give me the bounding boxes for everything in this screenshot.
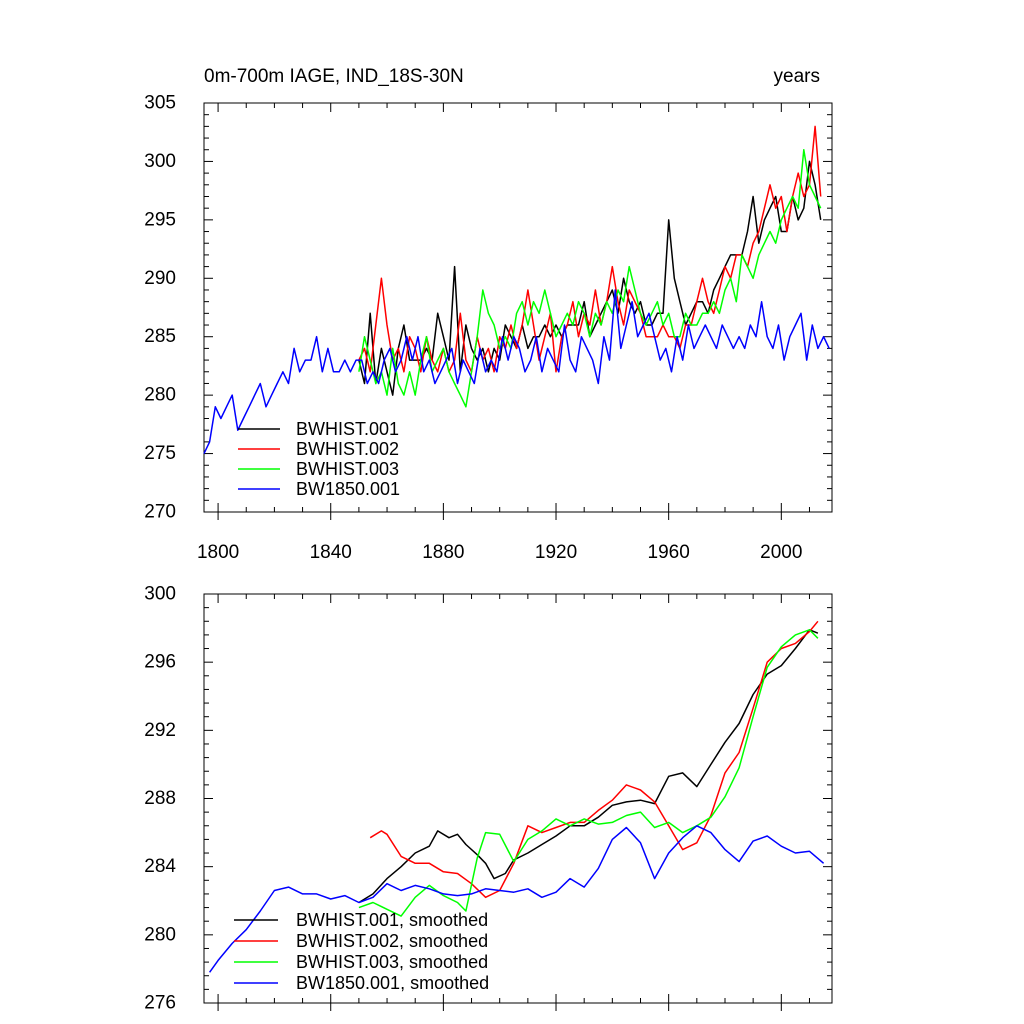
legend-label: BW1850.001 [296, 479, 400, 499]
y-tick-label: 296 [144, 652, 176, 673]
series-line-1 [358, 629, 819, 904]
y-tick-label: 284 [144, 856, 176, 877]
legend-label: BWHIST.001, smoothed [296, 910, 488, 930]
x-tick-label: 1920 [535, 542, 577, 563]
legend-label: BW1850.001, smoothed [296, 973, 489, 993]
y-tick-label: 305 [144, 93, 176, 114]
top-chart-panel: 0m-700m IAGE, IND_18S-30N years 1800 1840… [144, 66, 833, 563]
legend-label: BWHIST.001 [296, 419, 399, 439]
y-tick-label: 285 [144, 326, 176, 347]
legend-label: BWHIST.003, smoothed [296, 952, 488, 972]
legend-label: BWHIST.002 [296, 439, 399, 459]
legend-label: BWHIST.002, smoothed [296, 931, 488, 951]
y-tick-label: 288 [144, 788, 176, 809]
chart-title-units: years [774, 66, 820, 87]
y-tick-label: 292 [144, 720, 176, 741]
y-tick-label: 300 [144, 151, 176, 172]
y-tick-label: 280 [144, 385, 176, 406]
y-tick-label: 270 [144, 502, 176, 523]
plot-frame [203, 102, 833, 513]
y-tick-label: 290 [144, 268, 176, 289]
legend-label: BWHIST.003 [296, 459, 399, 479]
chart-title: 0m-700m IAGE, IND_18S-30N [204, 66, 464, 87]
y-tick-label: 276 [144, 993, 176, 1014]
x-tick-label: 1880 [422, 542, 464, 563]
bottom-chart-panel: 276 280 284 288 292 296 300 BWHIST.001, smoothe… [144, 584, 833, 1014]
x-tick-label: 1960 [648, 542, 690, 563]
series-line-2 [369, 620, 819, 899]
series-line-3 [358, 629, 819, 917]
x-tick-label: 2000 [760, 542, 802, 563]
series-line-4 [203, 289, 830, 454]
x-tick-label: 1840 [310, 542, 352, 563]
series-line-3 [358, 148, 822, 408]
y-tick-label: 280 [144, 924, 176, 945]
y-tick-label: 295 [144, 209, 176, 230]
y-tick-label: 275 [144, 443, 176, 464]
y-tick-label: 300 [144, 584, 176, 605]
series-line-4 [208, 825, 825, 973]
series-line-1 [358, 160, 822, 396]
x-tick-label: 1800 [197, 542, 239, 563]
